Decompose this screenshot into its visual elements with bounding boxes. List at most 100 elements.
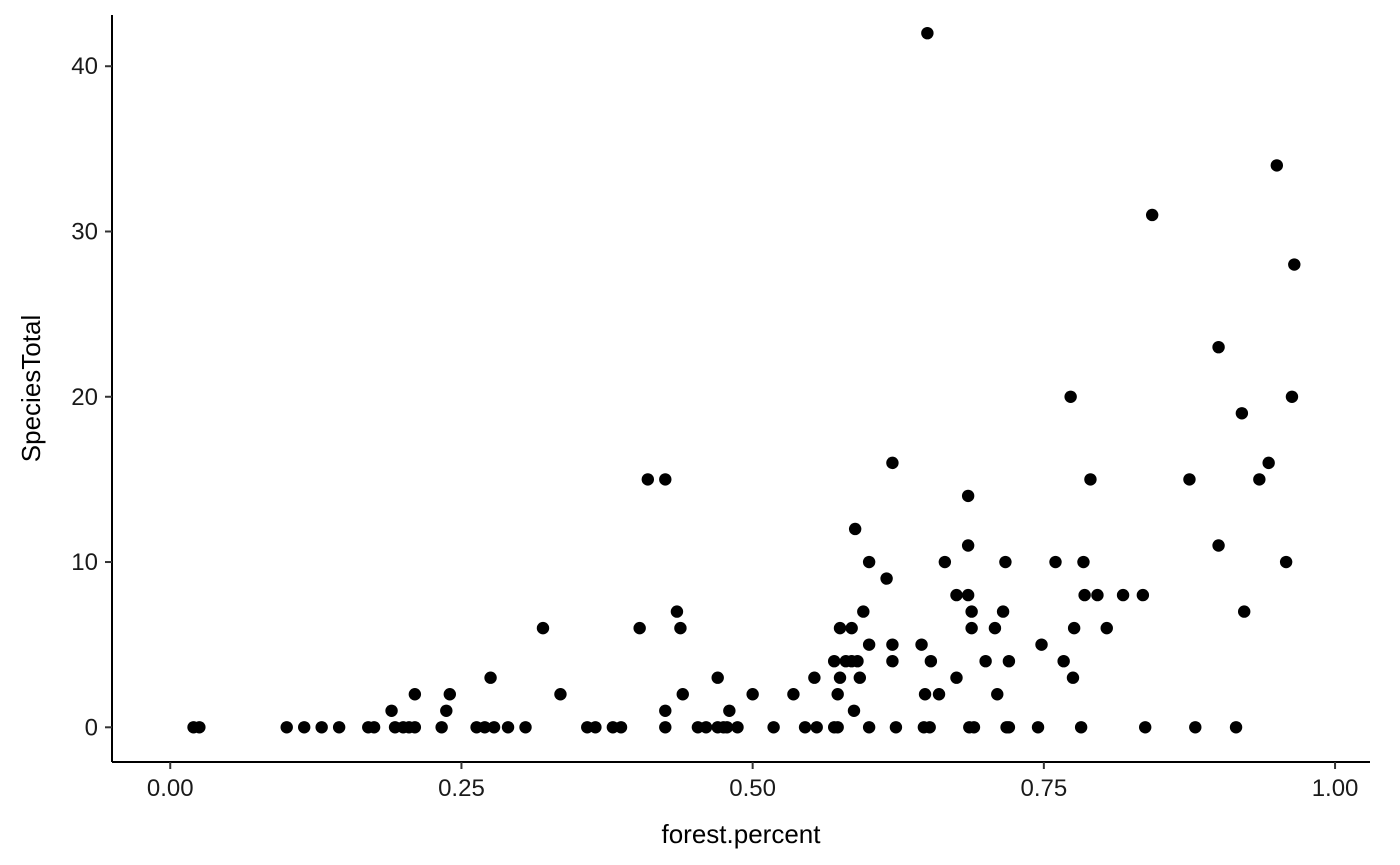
data-point — [1235, 407, 1249, 420]
data-point — [1031, 721, 1045, 734]
x-tick-label: 0.25 — [438, 775, 485, 802]
data-point — [1183, 473, 1196, 486]
data-point — [862, 721, 876, 734]
data-point — [886, 654, 899, 668]
data-point — [435, 721, 448, 734]
data-point — [1116, 588, 1130, 602]
data-point — [999, 555, 1012, 569]
data-point — [1138, 721, 1152, 734]
data-point — [886, 638, 899, 651]
data-point — [711, 671, 724, 684]
data-point — [961, 588, 975, 602]
data-point — [851, 654, 864, 668]
y-tick-label: 0 — [85, 714, 98, 741]
data-point — [950, 588, 963, 602]
data-point — [723, 704, 736, 717]
data-point — [810, 721, 823, 734]
data-point — [1074, 721, 1088, 734]
data-point — [332, 721, 346, 734]
data-point — [385, 704, 398, 717]
data-point — [1067, 621, 1081, 635]
data-point — [921, 26, 934, 40]
data-point — [1145, 208, 1159, 222]
y-tick-label: 20 — [71, 384, 98, 411]
data-point — [862, 638, 876, 651]
data-point — [478, 721, 491, 734]
data-point — [589, 721, 602, 734]
data-point — [845, 621, 858, 635]
data-point — [501, 721, 515, 734]
data-point — [1084, 473, 1097, 486]
data-point — [1285, 390, 1299, 403]
data-point — [853, 671, 867, 684]
data-point — [1077, 555, 1090, 569]
data-point — [487, 721, 501, 734]
data-point — [996, 605, 1010, 618]
data-point — [965, 621, 978, 635]
data-point — [519, 721, 532, 734]
data-point — [443, 688, 456, 701]
data-point — [676, 688, 689, 701]
data-point — [408, 688, 422, 701]
data-point — [699, 721, 713, 734]
data-point — [440, 704, 453, 717]
data-point — [889, 721, 903, 734]
x-axis-title: forest.percent — [662, 819, 822, 849]
data-point — [280, 721, 293, 734]
data-point — [1057, 654, 1070, 668]
data-points — [187, 26, 1301, 734]
data-point — [847, 704, 861, 717]
data-point — [831, 721, 844, 734]
data-point — [831, 688, 844, 701]
axes — [111, 15, 1370, 763]
data-point — [886, 456, 899, 470]
data-point — [1035, 638, 1048, 651]
y-tick-label: 10 — [71, 549, 98, 576]
data-point — [767, 721, 780, 734]
data-point — [848, 522, 862, 536]
data-point — [880, 572, 893, 585]
data-point — [536, 621, 550, 635]
data-point — [938, 555, 952, 569]
data-point — [1189, 721, 1202, 734]
data-point — [862, 555, 876, 569]
data-point — [798, 721, 812, 734]
data-point — [827, 654, 841, 668]
data-point — [965, 605, 978, 618]
data-point — [1212, 539, 1225, 552]
data-point — [670, 605, 684, 618]
data-point — [659, 704, 672, 717]
data-point — [367, 721, 381, 734]
x-tick-label: 0.00 — [147, 775, 194, 802]
data-point — [1049, 555, 1062, 569]
data-point — [641, 473, 655, 486]
data-point — [720, 721, 734, 734]
data-point — [857, 605, 870, 618]
data-point — [408, 721, 422, 734]
data-point — [315, 721, 328, 734]
data-point — [1212, 340, 1225, 354]
data-point — [297, 721, 311, 734]
data-point — [1091, 588, 1104, 602]
data-point — [961, 539, 975, 552]
data-point — [1136, 588, 1150, 602]
data-point — [633, 621, 646, 635]
data-point — [1253, 473, 1266, 486]
data-point — [932, 688, 946, 701]
y-tick-label: 30 — [71, 218, 98, 245]
y-axis-title: SpeciesTotal — [16, 315, 46, 462]
data-point — [731, 721, 744, 734]
data-point — [659, 721, 672, 734]
x-tick-label: 0.50 — [729, 775, 776, 802]
data-point — [967, 721, 981, 734]
data-point — [833, 621, 847, 635]
x-tick-label: 0.75 — [1020, 775, 1067, 802]
data-point — [1288, 258, 1301, 271]
data-point — [746, 688, 759, 701]
data-point — [950, 671, 963, 684]
data-point — [808, 671, 821, 684]
data-point — [833, 671, 847, 684]
x-tick-label: 1.00 — [1312, 775, 1359, 802]
data-point — [988, 621, 1002, 635]
data-point — [674, 621, 687, 635]
